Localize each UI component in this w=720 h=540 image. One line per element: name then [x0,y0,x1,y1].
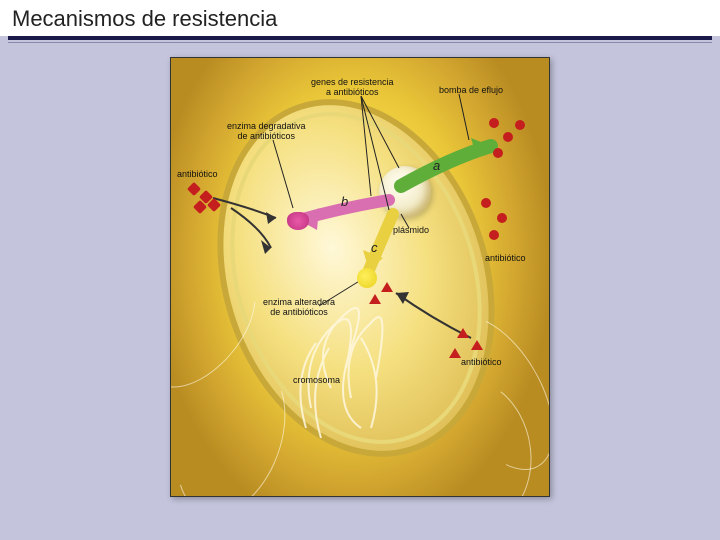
antibiotic-icon [489,230,499,240]
degradative-enzyme [287,212,309,230]
letter-b: b [341,194,348,209]
letter-a: a [433,158,440,173]
antibiotic-icon [471,340,483,350]
antibiotic-icon [493,148,503,158]
altering-enzyme [357,268,377,288]
letter-c: c [371,240,378,255]
label-plasmido: plásmido [393,226,429,236]
title-rule [8,36,712,40]
label-antibiotic-bottom: antibiótico [461,358,502,368]
title-rule-thin [8,42,712,43]
antibiotic-icon [457,328,469,338]
label-antibiotic-left: antibiótico [177,170,218,180]
antibiotic-icon [489,118,499,128]
label-enzima-degrad: enzima degradativade antibióticos [227,122,306,142]
antibiotic-icon [381,282,393,292]
antibiotic-icon [449,348,461,358]
antibiotic-icon [481,198,491,208]
label-genes: genes de resistenciaa antibióticos [311,78,394,98]
label-enzima-alt: enzima alteradorade antibióticos [263,298,335,318]
antibiotic-icon [369,294,381,304]
antibiotic-icon [497,213,507,223]
antibiotic-icon [515,120,525,130]
slide-title: Mecanismos de resistencia [12,6,708,32]
title-bar: Mecanismos de resistencia [0,0,720,36]
label-bomba: bomba de eflujo [439,86,503,96]
label-cromosoma: cromosoma [293,376,340,386]
antibiotic-icon [503,132,513,142]
diagram: genes de resistenciaa antibióticos bomba… [170,57,550,497]
label-antibiotic-right: antibiótico [485,254,526,264]
